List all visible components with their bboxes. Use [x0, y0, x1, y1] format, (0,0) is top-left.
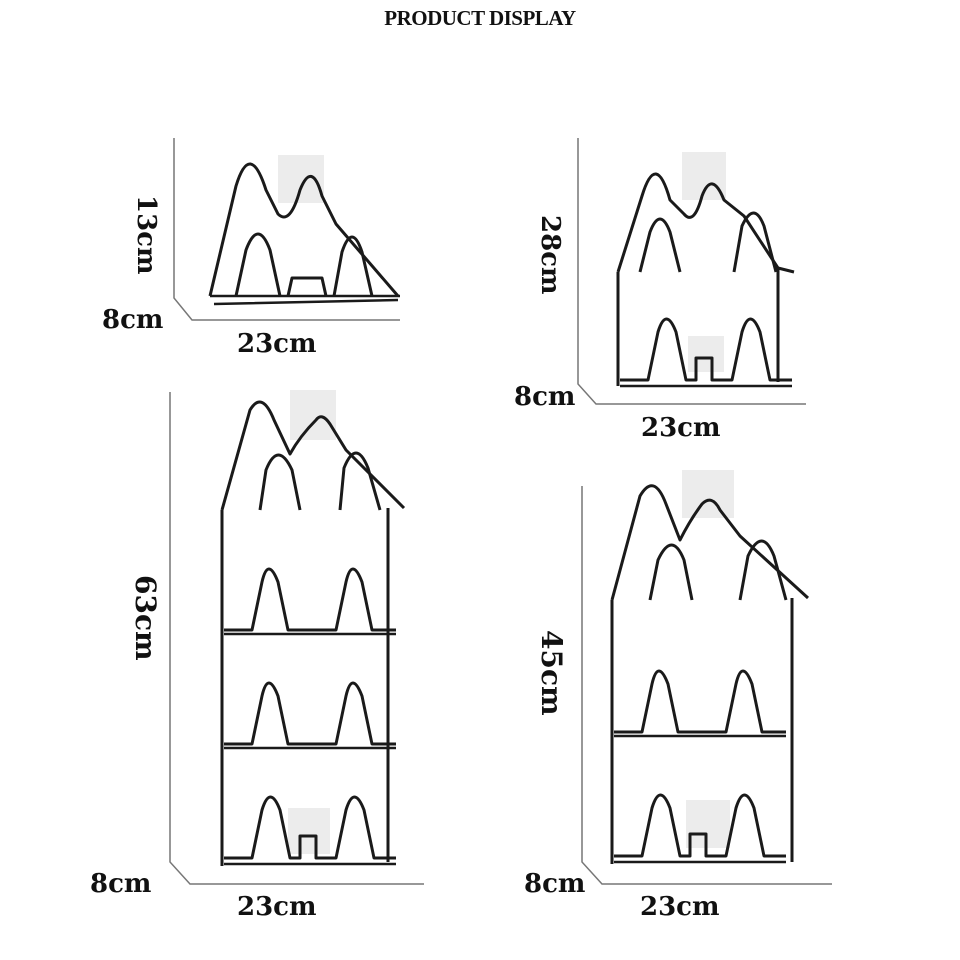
adhesive-hook-pad: [682, 470, 734, 518]
depth-label: 8cm: [524, 869, 585, 899]
rack-four-tier: 63cm 8cm 23cm: [90, 390, 424, 922]
width-label: 23cm: [640, 892, 720, 922]
adhesive-hook-pad: [278, 155, 324, 203]
rack-small: 13cm 8cm 23cm: [102, 138, 400, 359]
depth-label: 8cm: [90, 869, 151, 899]
dimension-axes: [581, 486, 832, 885]
depth-label: 8cm: [102, 305, 163, 335]
dimension-axes: [173, 138, 400, 321]
adhesive-hook-pad: [686, 800, 730, 848]
height-label: 45cm: [535, 630, 568, 716]
dimension-axes: [577, 138, 806, 405]
rack-three-tier: 45cm 8cm 23cm: [524, 470, 832, 922]
adhesive-hook-pad: [288, 808, 330, 854]
width-label: 23cm: [237, 329, 317, 359]
width-label: 23cm: [641, 413, 721, 443]
rack-wire-frame: [220, 400, 406, 866]
rack-wire-frame: [610, 484, 810, 864]
height-label: 28cm: [535, 215, 565, 295]
dimension-axes: [169, 392, 424, 885]
rack-two-tier: 28cm 8cm 23cm: [514, 138, 806, 443]
adhesive-hook-pad: [688, 336, 724, 372]
height-label: 63cm: [129, 575, 162, 661]
rack-wire-frame: [208, 162, 400, 306]
adhesive-hook-pad: [290, 390, 336, 440]
page-title: PRODUCT DISPLAY: [384, 6, 576, 30]
width-label: 23cm: [237, 892, 317, 922]
height-label: 13cm: [131, 195, 161, 275]
depth-label: 8cm: [514, 382, 575, 412]
rack-wire-frame: [616, 172, 795, 388]
